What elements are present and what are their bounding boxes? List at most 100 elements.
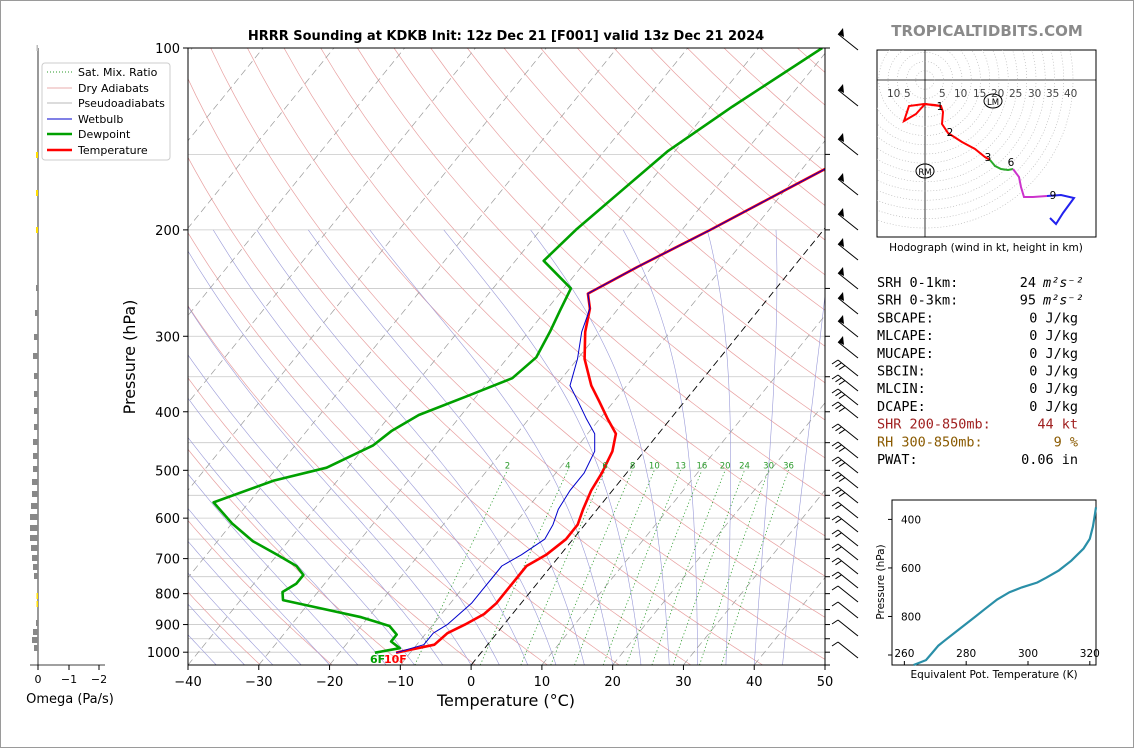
isotherm-line xyxy=(188,48,335,229)
wind-barb xyxy=(831,401,859,419)
index-label: MUCAPE: xyxy=(877,346,934,362)
isotherm-line xyxy=(188,48,689,665)
isotherm-line xyxy=(470,227,825,665)
omega-bar xyxy=(32,491,38,497)
dry-adiabat-line xyxy=(188,377,476,665)
mixing-ratio-label: 24 xyxy=(739,461,750,471)
hodo-height-3: 3 xyxy=(985,152,992,164)
barb-flag xyxy=(831,585,839,591)
index-value: 0 J/kg xyxy=(1029,381,1078,397)
index-value: 0 J/kg xyxy=(1029,310,1078,326)
barb-flag xyxy=(835,518,842,524)
pseudoadiabat-line xyxy=(369,229,613,665)
pseudoadiabat-line xyxy=(753,229,778,665)
index-label: SHR 200-850mb: xyxy=(877,417,991,433)
mixing-ratio-label: 20 xyxy=(720,461,731,471)
wind-barb xyxy=(831,441,859,459)
dry-adiabat-line xyxy=(283,48,825,577)
dry-adiabat-line xyxy=(540,48,825,311)
wind-barb xyxy=(831,585,859,603)
index-label: SRH 0-3km: xyxy=(877,293,958,309)
barb-flag xyxy=(838,477,846,483)
dry-adiabat-line xyxy=(503,48,825,347)
barb-staff xyxy=(837,272,859,290)
barb-staff xyxy=(837,557,859,575)
pseudoadiabat-line xyxy=(188,507,330,665)
wind-barb xyxy=(837,267,859,290)
barb-flag xyxy=(831,619,839,625)
dry-adiabat-line xyxy=(188,448,405,665)
hodo-ring xyxy=(877,50,1009,164)
barb-pennant xyxy=(838,133,844,142)
pseudoadiabat-line xyxy=(188,397,415,665)
omega-bar xyxy=(36,601,38,607)
barb-flag xyxy=(831,557,839,563)
hodo-ring-label-7: 30 xyxy=(1028,88,1041,100)
omega-bar xyxy=(34,373,38,379)
mixing-ratio-label: 4 xyxy=(565,461,570,471)
wind-barb xyxy=(831,359,859,377)
omega-bar xyxy=(34,391,38,397)
omega-bar xyxy=(33,564,38,570)
barb-flag xyxy=(835,377,842,383)
hodo-ring-label-9: 40 xyxy=(1064,88,1077,100)
barb-flag xyxy=(838,407,846,413)
barb-flag xyxy=(831,641,839,647)
omega-bar xyxy=(33,466,38,472)
theta-y-tick-label: 400 xyxy=(901,514,921,526)
pseudoadiabat-line xyxy=(443,229,642,665)
barb-pennant xyxy=(838,238,844,247)
mixing-ratio-line xyxy=(479,470,569,665)
barb-flag xyxy=(838,394,846,400)
index-value: 0 J/kg xyxy=(1029,346,1078,362)
barb-staff xyxy=(837,297,859,315)
barb-flag xyxy=(835,489,842,495)
barb-pennant xyxy=(838,208,844,217)
barb-flag xyxy=(835,426,842,432)
pseudoadiabat-line xyxy=(622,229,698,665)
barb-flag xyxy=(835,362,842,368)
isotherm-line xyxy=(188,48,476,404)
hodo-ring xyxy=(877,50,981,136)
hodo-segment xyxy=(902,102,991,161)
barb-staff xyxy=(837,585,859,603)
barb-pennant xyxy=(838,336,844,345)
wind-barb xyxy=(831,471,859,489)
wind-barbs xyxy=(831,28,859,659)
omega-bar xyxy=(35,310,38,316)
index-value: 0.06 in xyxy=(1021,452,1078,468)
omega-bar xyxy=(34,573,38,579)
surface-temperature-label: 10F xyxy=(384,653,407,666)
wind-barb xyxy=(831,486,859,504)
omega-bar xyxy=(31,545,38,551)
index-label: DCAPE: xyxy=(877,399,926,415)
barb-pennant xyxy=(838,28,844,37)
hodo-ring-label-2: 5 xyxy=(939,88,946,100)
omega-bar xyxy=(34,334,38,340)
profile-wetbulb xyxy=(395,168,825,654)
wind-barb xyxy=(831,619,859,637)
pseudoadiabat-line xyxy=(782,292,825,665)
barb-flag xyxy=(835,532,842,538)
mixing-ratio-label: 30 xyxy=(763,461,774,471)
mixing-ratio-label: 2 xyxy=(505,461,510,471)
skewt-axes-frame xyxy=(187,47,826,666)
wind-barb xyxy=(831,501,859,519)
hodo-ring xyxy=(877,50,1018,173)
barb-flag xyxy=(831,423,839,429)
theta-x-tick-label: 280 xyxy=(956,648,976,660)
omega-bar xyxy=(32,637,38,643)
wind-barb xyxy=(831,515,859,533)
isotherm-line xyxy=(329,52,825,665)
skewt-profiles xyxy=(212,48,825,654)
pseudoadiabat-line xyxy=(188,572,274,665)
omega-bar xyxy=(36,593,38,599)
hodo-ring-label-4: 15 xyxy=(973,88,986,100)
x-tick-label: 30 xyxy=(675,675,692,690)
omega-bar xyxy=(33,353,38,359)
barb-flag xyxy=(838,380,846,386)
wind-barb xyxy=(831,543,859,561)
wind-barb xyxy=(831,529,859,547)
barb-flag xyxy=(838,429,846,435)
y-tick-label: 600 xyxy=(155,512,180,527)
